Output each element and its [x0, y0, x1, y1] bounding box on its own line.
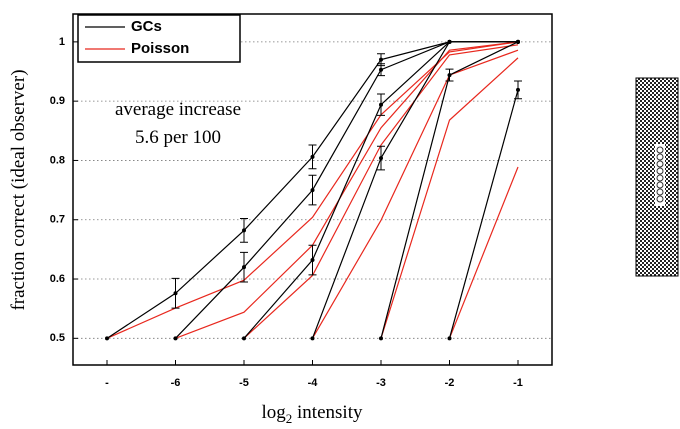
x-axis-label: log2 intensity	[262, 402, 363, 426]
data-point	[310, 188, 315, 193]
series-line	[311, 41, 518, 339]
legend-label: Poisson	[131, 40, 189, 57]
y-tick-label: 0.6	[50, 273, 65, 285]
data-point	[242, 336, 246, 341]
series-line	[175, 41, 519, 339]
data-point	[447, 73, 452, 78]
annotation: 5.6 per 100	[135, 127, 221, 148]
series-line	[175, 41, 518, 339]
data-point	[173, 291, 178, 296]
x-tick-label: -4	[308, 377, 319, 389]
x-tick-label: -2	[445, 377, 455, 389]
data-point	[516, 87, 520, 92]
x-tick-label: -1	[513, 377, 523, 389]
data-point	[310, 258, 315, 263]
data-point	[516, 39, 520, 44]
data-point	[242, 265, 246, 270]
data-point	[173, 336, 178, 341]
stimulus-image	[635, 77, 679, 277]
x-tick-label: -6	[171, 377, 181, 389]
y-tick-label: 0.8	[50, 154, 65, 166]
data-point	[447, 39, 452, 44]
data-point	[105, 336, 109, 341]
series-line	[448, 89, 519, 339]
series-line	[380, 57, 519, 339]
y-tick-label: 0.9	[50, 95, 65, 107]
data-point	[447, 336, 452, 341]
x-tick-label: -5	[239, 377, 249, 389]
y-axis-label: fraction correct (ideal observer)	[8, 69, 29, 310]
series-line	[243, 41, 518, 339]
legend-label: GCs	[131, 18, 162, 35]
series-line	[243, 44, 519, 339]
data-point	[242, 228, 246, 233]
y-tick-label: 0.5	[50, 332, 65, 344]
data-point	[310, 154, 315, 159]
data-point	[379, 336, 383, 341]
data-point	[379, 102, 383, 107]
x-axis-label-sub: 2	[286, 411, 293, 426]
annotation: average increase	[115, 99, 241, 120]
data-point	[379, 57, 383, 62]
x-axis-label-part: log	[262, 402, 287, 423]
y-tick-label: 1	[59, 36, 65, 48]
data-point	[379, 67, 383, 72]
x-tick-label: -3	[376, 377, 386, 389]
x-axis-label-part: intensity	[292, 402, 363, 423]
data-point	[310, 336, 315, 341]
series-line	[448, 166, 519, 339]
legend-box	[77, 14, 241, 63]
data-point	[379, 156, 383, 161]
series-line	[311, 49, 519, 339]
y-tick-label: 0.7	[50, 214, 65, 226]
x-tick-label: -	[105, 377, 109, 389]
